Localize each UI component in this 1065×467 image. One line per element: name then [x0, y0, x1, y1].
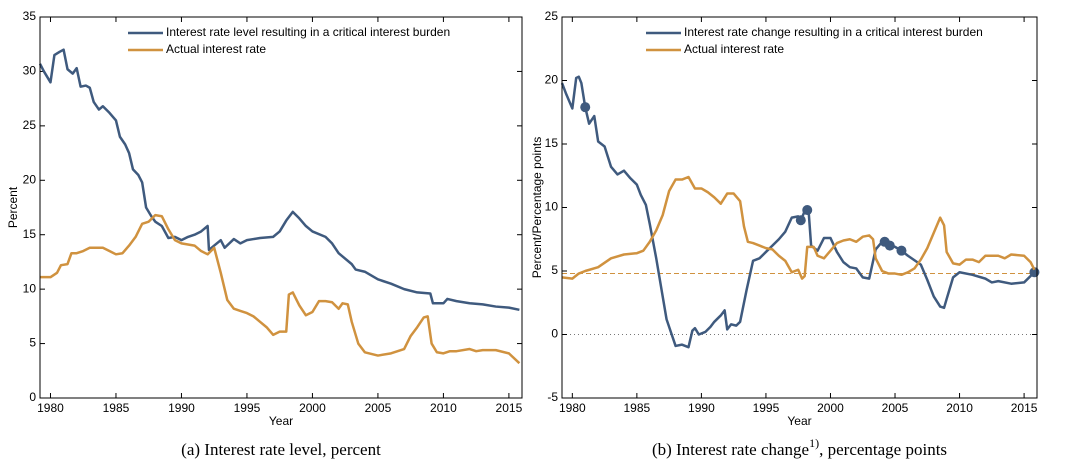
y-tick-label: 10 — [545, 200, 559, 214]
y-tick-label: 35 — [23, 9, 37, 23]
x-tick-label: 2000 — [299, 401, 326, 415]
caption: (b) Interest rate change1), percentage p… — [652, 436, 947, 459]
x-tick-label: 2000 — [817, 401, 844, 415]
x-tick-label: 1980 — [559, 401, 586, 415]
x-tick-label: 2005 — [882, 401, 909, 415]
caption-superscript: 1) — [809, 436, 819, 450]
caption-text: , percentage points — [819, 440, 947, 459]
x-tick-label: 2015 — [496, 401, 523, 415]
x-tick-label: 2010 — [946, 401, 973, 415]
x-tick-label: 1995 — [234, 401, 261, 415]
highlight-point — [580, 102, 591, 113]
data-line — [561, 175, 1036, 280]
y-tick-label: 30 — [23, 64, 37, 78]
y-tick-label: 0 — [29, 390, 36, 404]
x-tick-label: 2010 — [430, 401, 457, 415]
plot-frame — [561, 16, 1038, 399]
x-tick-label: 1980 — [37, 401, 64, 415]
x-tick-label: 1990 — [688, 401, 715, 415]
legend-label: Actual interest rate — [684, 42, 784, 56]
y-tick-label: 25 — [545, 9, 559, 23]
x-tick-label: 2005 — [365, 401, 392, 415]
x-tick-label: 1990 — [168, 401, 195, 415]
y-tick-label: 5 — [29, 336, 36, 350]
x-tick-label: 1985 — [624, 401, 651, 415]
data-line — [38, 48, 520, 312]
y-tick-label: 20 — [23, 172, 37, 186]
legend-label: Actual interest rate — [166, 42, 266, 56]
highlight-point — [802, 205, 813, 216]
highlight-point — [884, 240, 895, 251]
x-axis-label: Year — [269, 414, 293, 428]
data-line — [40, 213, 521, 365]
y-axis-label: Percent/Percentage points — [530, 137, 544, 278]
y-tick-label: 25 — [23, 118, 37, 132]
y-axis-label: Percent — [6, 186, 20, 228]
caption-text: (b) Interest rate change — [652, 440, 809, 459]
highlight-point — [896, 245, 907, 256]
plot-frame — [39, 16, 523, 399]
y-tick-label: 0 — [551, 327, 558, 341]
y-tick-label: 15 — [545, 136, 559, 150]
y-tick-label: -5 — [547, 390, 558, 404]
x-tick-label: 1985 — [103, 401, 130, 415]
data-line — [560, 75, 1036, 349]
legend-label: Interest rate level resulting in a criti… — [166, 25, 450, 39]
x-tick-label: 1995 — [753, 401, 780, 415]
x-axis-label: Year — [787, 414, 811, 428]
legend-label: Interest rate change resulting in a crit… — [684, 25, 983, 39]
y-tick-label: 5 — [551, 263, 558, 277]
x-tick-label: 2015 — [1011, 401, 1038, 415]
caption: (a) Interest rate level, percent — [181, 440, 381, 459]
highlight-point — [795, 215, 806, 226]
caption-text: (a) Interest rate level, percent — [181, 440, 381, 459]
y-tick-label: 10 — [23, 281, 37, 295]
y-tick-label: 15 — [23, 227, 37, 241]
y-tick-label: 20 — [545, 73, 559, 87]
